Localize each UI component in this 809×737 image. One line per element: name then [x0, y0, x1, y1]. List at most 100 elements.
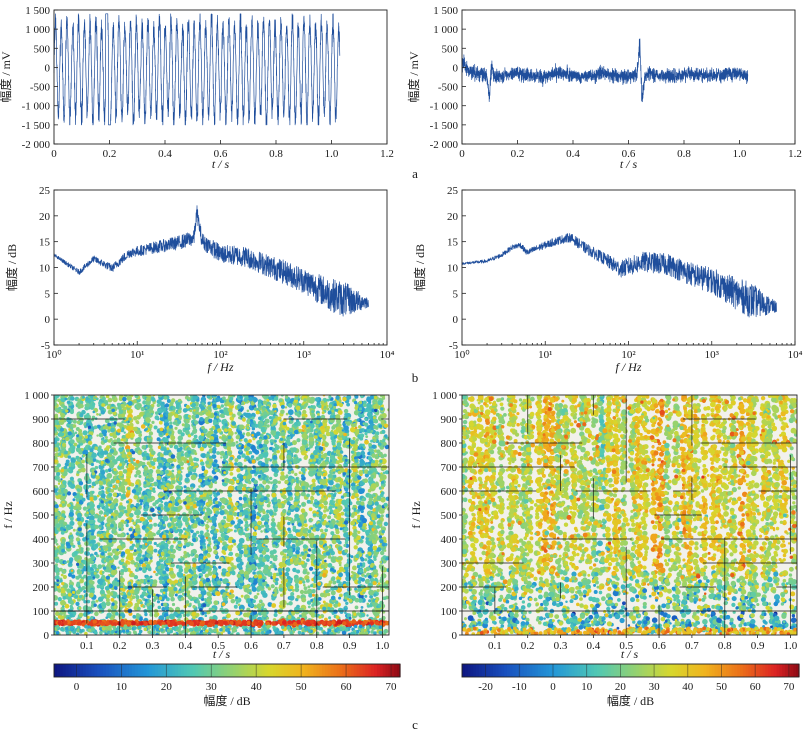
spectrogram-point — [298, 471, 302, 475]
spectrogram-point — [62, 493, 66, 497]
spectrogram-point — [193, 440, 198, 445]
spectrogram-point — [359, 569, 364, 574]
spectrogram-point — [301, 597, 307, 603]
spectrogram-point — [60, 587, 66, 594]
spectrogram-point — [174, 593, 178, 597]
spectrogram-point — [266, 509, 270, 514]
spectrogram-point — [383, 549, 387, 552]
spectrogram-point — [319, 528, 324, 533]
spectrogram-point — [328, 616, 332, 620]
spectrogram-point — [223, 560, 227, 564]
spectrogram-point — [270, 425, 276, 431]
spectrogram-point — [302, 409, 307, 415]
spectrogram-point — [288, 601, 293, 606]
spectrogram-point — [211, 519, 216, 524]
spectrogram-point — [134, 602, 139, 608]
spectrogram-point — [106, 612, 112, 619]
spectrogram-point — [279, 551, 285, 556]
spectrogram-point — [323, 509, 327, 513]
spectrogram-point — [128, 417, 132, 421]
spectrogram-point — [84, 551, 89, 556]
spectrogram-point — [177, 420, 182, 424]
spectrogram-point — [291, 588, 295, 592]
spectrogram-point — [213, 429, 218, 434]
spectrogram-point — [69, 409, 74, 415]
spectrogram-point — [161, 606, 166, 612]
spectrogram-point — [323, 567, 326, 571]
spectrogram-point — [83, 484, 90, 491]
spectrogram-point — [223, 455, 227, 459]
spectrogram-point — [280, 593, 284, 597]
spectrogram-point — [77, 398, 81, 402]
spectrogram-point — [168, 502, 173, 507]
spectrogram-point — [287, 550, 294, 557]
spectrogram-point — [198, 485, 201, 488]
spectrogram-point — [360, 509, 364, 514]
spectrogram-point — [110, 569, 117, 576]
spectrogram-point — [317, 597, 322, 601]
spectrogram-point — [129, 540, 133, 544]
spectrogram-point — [214, 555, 220, 560]
spectrogram-point — [177, 499, 183, 504]
spectrogram-point — [313, 470, 317, 474]
spectrogram-point — [160, 500, 164, 504]
spectrogram-point — [62, 480, 67, 485]
spectrogram-point — [142, 521, 147, 526]
spectrogram-point — [242, 483, 247, 488]
spectrogram-point — [87, 480, 92, 484]
spectrogram-point — [262, 592, 268, 598]
spectrogram-point — [162, 515, 169, 522]
spectrogram-point — [213, 419, 217, 423]
spectrogram-point — [203, 405, 207, 408]
spectrogram-point — [116, 594, 121, 599]
spectrogram-point — [252, 543, 256, 548]
spectrogram-point — [373, 529, 378, 535]
spectrogram-point — [153, 548, 158, 553]
spectrogram-point — [288, 595, 295, 601]
spectrogram-point — [134, 587, 140, 592]
spectrogram-point — [274, 531, 278, 535]
spectrogram-point — [198, 506, 204, 512]
spectrogram-point — [352, 468, 357, 473]
spectrogram-point — [211, 454, 217, 459]
spectrogram-point — [133, 575, 139, 580]
spectrogram-point — [178, 588, 182, 591]
spectrogram-point — [76, 401, 81, 406]
spectrogram-point — [125, 493, 130, 498]
spectrogram-points — [54, 395, 389, 635]
spectrogram-point — [212, 490, 216, 495]
spectrogram-point — [90, 572, 95, 577]
spectrogram-point — [235, 435, 240, 440]
spectrogram-point — [294, 422, 298, 426]
spectrogram-point — [77, 520, 83, 526]
spectrogram-point — [370, 483, 377, 490]
spectrogram-point — [267, 480, 271, 484]
spectrogram-point — [61, 510, 66, 515]
spectrogram-point — [329, 454, 336, 461]
spectrogram-point — [169, 608, 174, 613]
spectrogram-point — [308, 593, 313, 598]
spectrogram-point — [298, 562, 301, 566]
spectrogram-point — [238, 529, 243, 534]
spectrogram-point — [59, 567, 63, 572]
spectrogram-point — [159, 431, 163, 436]
spectrogram-point — [185, 486, 191, 491]
spectrogram-point — [125, 556, 129, 560]
spectrogram-point — [66, 524, 70, 528]
spectrogram-point — [165, 482, 170, 487]
spectrogram-point — [271, 466, 277, 472]
spectrogram-point — [235, 601, 239, 605]
spectrogram-point — [383, 453, 387, 458]
spectrogram-point — [121, 543, 126, 549]
spectrogram-point — [269, 510, 273, 515]
spectrogram-point — [317, 581, 322, 586]
spectrogram-point — [119, 577, 125, 583]
spectrogram-point — [197, 603, 202, 607]
spectrogram-point — [192, 605, 196, 609]
spectrogram-point — [311, 589, 316, 594]
spectrogram-point — [193, 457, 198, 462]
spectrogram-point — [224, 535, 229, 540]
spectrogram-point — [298, 480, 302, 484]
spectrogram-point — [350, 426, 356, 433]
